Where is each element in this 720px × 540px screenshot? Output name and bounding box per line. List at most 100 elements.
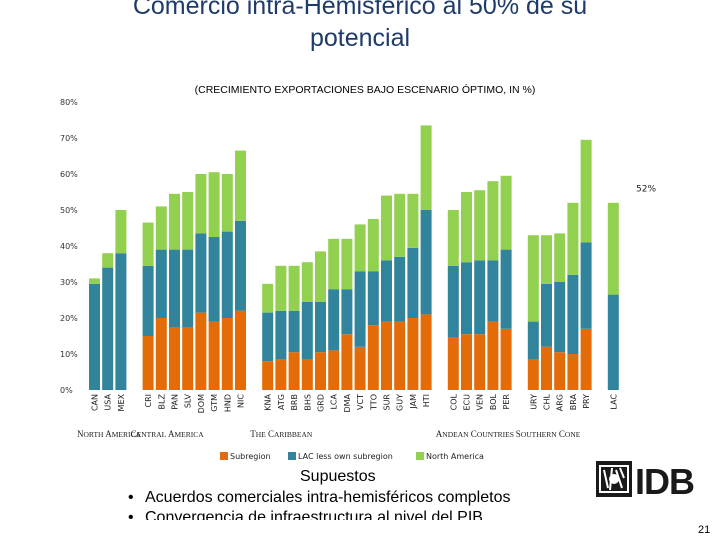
- bar-segment: [155, 206, 167, 250]
- category-label: BRB: [290, 394, 299, 411]
- y-tick-label: 60%: [60, 170, 78, 179]
- bullet-icon: •: [128, 489, 134, 506]
- bar-segment: [195, 233, 207, 313]
- bar-segment: [580, 139, 592, 243]
- bar-segment: [580, 242, 592, 329]
- category-label: MEX: [117, 393, 126, 411]
- category-label: URY: [529, 394, 538, 410]
- bar-segment: [102, 253, 114, 268]
- category-label: VCT: [356, 394, 365, 410]
- bar-segment: [155, 249, 167, 318]
- bar-segment: [288, 265, 300, 311]
- category-label: ARG: [556, 394, 565, 411]
- bar-segment: [447, 337, 459, 390]
- y-tick-label: 20%: [60, 314, 78, 323]
- bar-segment: [500, 328, 512, 390]
- bar-segment: [461, 334, 472, 390]
- bar-segment: [341, 334, 353, 390]
- bar-segment: [208, 321, 220, 390]
- bar-segment: [89, 283, 100, 390]
- bar-segment: [567, 202, 579, 275]
- bar-segment: [367, 271, 379, 326]
- slide-title-line-2: potencial: [309, 24, 411, 52]
- bar-segment: [221, 174, 233, 232]
- bar-segment: [500, 175, 512, 250]
- bar-segment: [288, 310, 300, 353]
- group-label: THE CARIBBEAN: [250, 429, 313, 439]
- category-label: SUR: [383, 394, 392, 411]
- category-label: CHL: [543, 393, 552, 410]
- stacked-bar-chart: 0% 10% 20% 30% 40% 50% 60% 70% 80% CAN USA MEX NORTH…: [60, 98, 656, 461]
- bar-segment: [354, 224, 366, 272]
- category-label: PRY: [582, 394, 591, 409]
- legend-swatch: [220, 452, 228, 460]
- slide-title: Comercio intra-Hemisférico al 50% de su …: [0, 0, 720, 54]
- bar-segment: [381, 195, 392, 261]
- category-label: TTO: [369, 394, 378, 411]
- bar-segment: [487, 181, 499, 261]
- bar-segment: [89, 278, 100, 284]
- bar-segment: [420, 210, 432, 315]
- bar-segment: [169, 193, 180, 250]
- bar-segment: [155, 318, 167, 390]
- bar-segment: [447, 210, 459, 266]
- y-tick-label: 50%: [60, 206, 78, 215]
- bar-segment: [182, 327, 194, 390]
- category-label: JAM: [409, 394, 418, 410]
- bar-segment: [221, 231, 233, 318]
- y-tick-label: 0%: [60, 386, 73, 395]
- assumptions-list: • Acuerdos comerciales intra-hemisférico…: [128, 488, 548, 520]
- bar-segment: [461, 262, 472, 335]
- bar-segment: [474, 260, 486, 335]
- bar-segment: [527, 321, 539, 360]
- category-label: BRA: [569, 393, 578, 410]
- category-label: PER: [502, 394, 511, 410]
- category-label: GUY: [396, 394, 405, 411]
- annotation-label: 52%: [636, 184, 656, 194]
- y-tick-label: 40%: [60, 242, 78, 251]
- category-label: PAN: [171, 394, 180, 410]
- chart-title: (CRECIMIENTO EXPORTACIONES BAJO ESCENARI…: [194, 84, 536, 96]
- bar-segment: [142, 265, 154, 336]
- legend-swatch: [416, 452, 424, 460]
- group-label: NORTH AMERICA: [77, 429, 141, 439]
- list-item: • Convergencia de infraestructura al niv…: [128, 508, 548, 520]
- bar-segment: [208, 172, 220, 237]
- bar-segment: [301, 262, 313, 302]
- bar-segment: [541, 283, 552, 347]
- bar-segment: [328, 289, 340, 351]
- bar-segment: [115, 253, 127, 390]
- bar-segment: [275, 265, 287, 311]
- bar-segment: [407, 318, 419, 390]
- bar-segment: [474, 334, 486, 390]
- group-label: ANDEAN COUNTRIES: [436, 429, 514, 439]
- group-label: SOUTHERN CONE: [516, 429, 581, 439]
- bar-segment: [235, 310, 246, 390]
- bar-segment: [315, 251, 326, 302]
- category-label: NIC: [237, 394, 246, 408]
- category-label: BOL: [489, 393, 498, 410]
- category-label: DMA: [343, 393, 352, 412]
- list-item: • Acuerdos comerciales intra-hemisférico…: [128, 488, 548, 508]
- bar-segment: [328, 350, 340, 390]
- category-label: ECU: [463, 394, 472, 411]
- bar-segment: [301, 359, 313, 390]
- category-label: KNA: [264, 393, 273, 410]
- bar-segment: [262, 283, 274, 313]
- bar-segment: [420, 125, 432, 210]
- category-label: CRI: [144, 394, 153, 408]
- bar-segment: [195, 174, 207, 234]
- bar-segment: [567, 274, 579, 354]
- bar-segment: [275, 310, 287, 360]
- bar-segment: [527, 235, 539, 322]
- category-label: SLV: [184, 393, 193, 408]
- bar-segment: [341, 238, 353, 290]
- bar-segment: [169, 327, 180, 390]
- bar-segment: [541, 235, 552, 284]
- bar-segment: [142, 222, 154, 266]
- y-tick-label: 80%: [60, 98, 78, 107]
- category-label: COL: [449, 393, 458, 410]
- category-label: GRD: [317, 394, 326, 412]
- bar-segment: [235, 220, 246, 311]
- bar-segment: [301, 301, 313, 360]
